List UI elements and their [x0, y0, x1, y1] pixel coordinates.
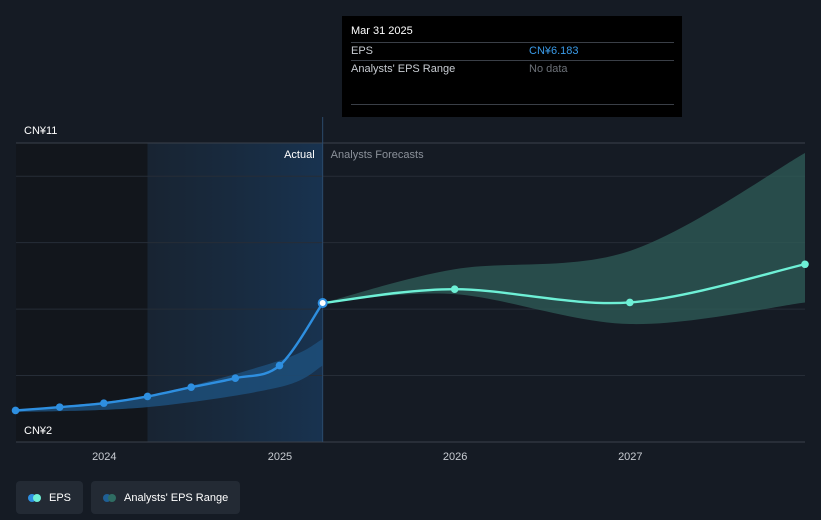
eps-point-forecast: [626, 298, 634, 307]
tooltip-row-range: Analysts' EPS Range No data: [351, 60, 674, 78]
eps-legend-dot-forecast: [33, 493, 41, 502]
eps-legend-icon: [28, 493, 42, 502]
eps-point-actual: [100, 399, 108, 407]
range-legend-dot-forecast: [108, 493, 117, 502]
legend-eps-label: EPS: [49, 491, 72, 504]
tooltip-range-value: No data: [529, 63, 568, 75]
eps-point-forecast: [450, 285, 459, 293]
tooltip-range-label: Analysts' EPS Range: [351, 63, 456, 75]
range-band-forecast: [322, 152, 805, 325]
range-legend-dot-actual: [103, 493, 112, 502]
y-axis-bottom-label: CN¥2: [24, 425, 52, 437]
eps-point-actual: [317, 298, 328, 309]
x-tick-label: 2027: [618, 451, 642, 463]
range-band-actual: [15, 339, 323, 413]
range-legend-icon: [103, 493, 117, 502]
eps-point-actual: [275, 361, 284, 370]
actual-label: Actual: [284, 149, 315, 161]
x-tick-label: 2024: [92, 451, 116, 463]
legend-range-button[interactable]: Analysts' EPS Range: [91, 481, 241, 514]
legend: EPS Analysts' EPS Range: [16, 481, 241, 514]
tooltip-date: Mar 31 2025: [351, 25, 413, 37]
eps-point-actual: [11, 406, 20, 415]
legend-range-label: Analysts' EPS Range: [124, 491, 229, 504]
x-tick-label: 2025: [268, 451, 292, 463]
eps-point-actual: [187, 383, 195, 391]
eps-legend-dot-actual: [28, 493, 36, 502]
forecast-label: Analysts Forecasts: [331, 149, 424, 161]
tooltip-row-eps: EPS CN¥6.183: [351, 42, 674, 60]
eps-point-actual: [231, 374, 240, 383]
tooltip: Mar 31 2025 EPS CN¥6.183 Analysts' EPS R…: [342, 16, 682, 117]
past-shade: [16, 143, 148, 442]
eps-point-forecast: [801, 260, 809, 269]
tooltip-eps-value: CN¥6.183: [529, 45, 579, 57]
x-tick-label: 2026: [443, 451, 467, 463]
range-layer: [15, 152, 805, 413]
legend-eps-button[interactable]: EPS: [16, 481, 84, 514]
tooltip-eps-label: EPS: [351, 45, 374, 57]
label-layer: CN¥11 CN¥2 Actual Analysts Forecasts 2024 202…: [24, 125, 643, 463]
eps-line-forecast: [322, 263, 806, 305]
eps-point-actual: [143, 392, 152, 401]
eps-point-actual: [55, 403, 64, 411]
line-layer: [11, 260, 809, 415]
tooltip-divider: [351, 104, 674, 105]
y-axis-top-label: CN¥11: [24, 125, 57, 137]
